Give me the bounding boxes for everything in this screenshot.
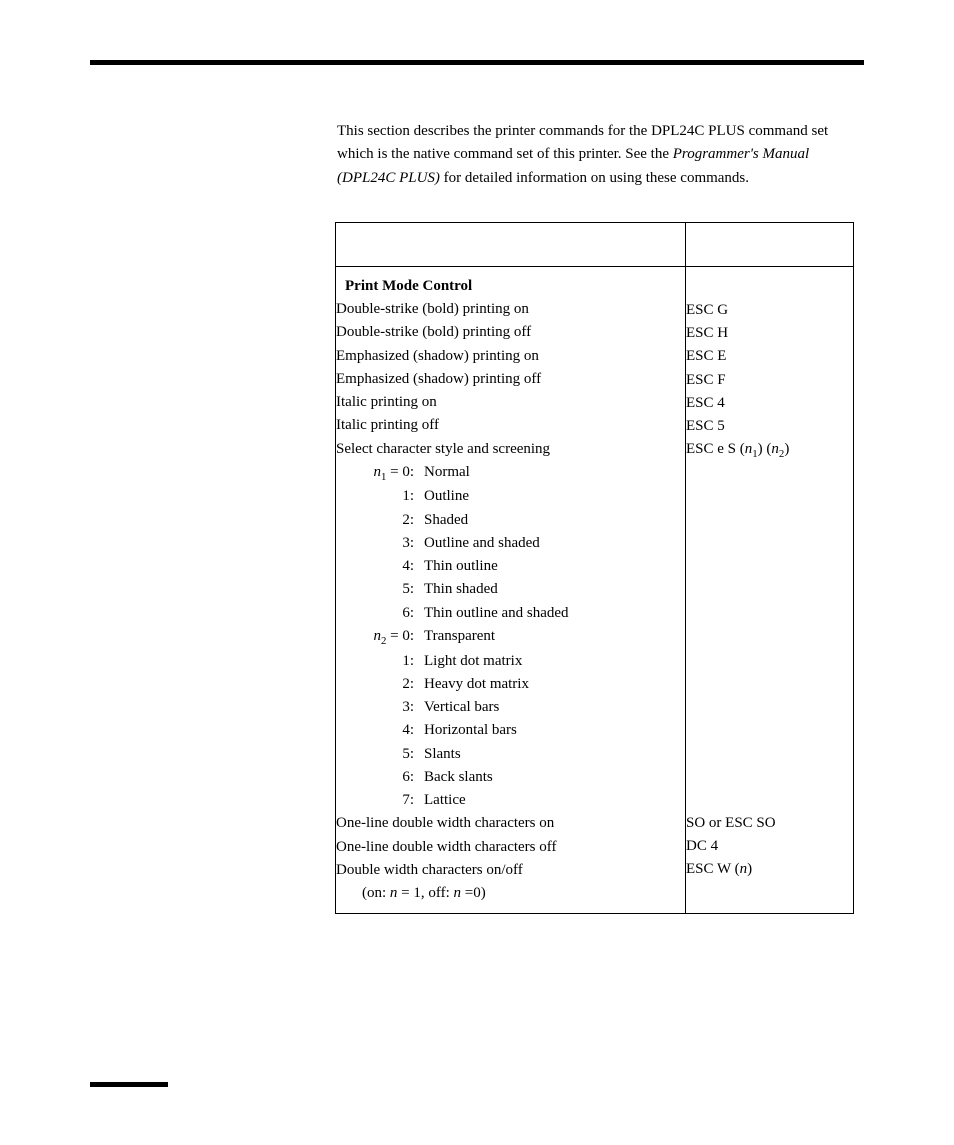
- spacer-line: [686, 765, 853, 788]
- param-row: 5:Slants: [336, 743, 685, 766]
- top-rule: [90, 60, 864, 65]
- table-row: ESC F: [686, 369, 853, 392]
- spacer-line: [686, 719, 853, 742]
- function-cell: Print Mode Control Double-strike (bold) …: [336, 266, 686, 914]
- spacer-line: [686, 602, 853, 625]
- spacer-line: [686, 579, 853, 602]
- spacer-line: [686, 626, 853, 649]
- spacer-line: [686, 533, 853, 556]
- dw-cmd: ESC W (n): [686, 858, 853, 881]
- style-cmd-mid: ) (: [758, 441, 772, 457]
- bottom-rule: [90, 1082, 168, 1087]
- dw-cmd-n: n: [740, 861, 748, 877]
- param-row: 3:Vertical bars: [336, 696, 685, 719]
- table-header-func: [336, 222, 686, 266]
- param-row: 6:Back slants: [336, 766, 685, 789]
- command-cell: ESC GESC HESC EESC FESC 4ESC 5 ESC e S (…: [686, 266, 854, 914]
- table-row: ESC 5: [686, 415, 853, 438]
- dw-cmd-prefix: ESC W (: [686, 861, 740, 877]
- param-row: n1 = 0:Normal: [336, 461, 685, 486]
- table-row: Emphasized (shadow) printing off: [336, 368, 685, 391]
- table-header-row: [336, 222, 854, 266]
- style-cmd-prefix: ESC e S (: [686, 441, 745, 457]
- param-row: 5:Thin shaded: [336, 578, 685, 601]
- table-row: One-line double width characters on: [336, 812, 685, 835]
- table-row: ESC H: [686, 322, 853, 345]
- table-row: ESC G: [686, 299, 853, 322]
- table-row: Italic printing on: [336, 391, 685, 414]
- param-row: 4:Thin outline: [336, 555, 685, 578]
- section-header: Print Mode Control: [336, 275, 685, 298]
- command-table: Print Mode Control Double-strike (bold) …: [335, 222, 854, 915]
- table-row: ESC E: [686, 345, 853, 368]
- intro-text-2: for detailed information on using these …: [440, 170, 749, 186]
- dw-note-c: =0): [461, 885, 486, 901]
- spacer-line: [686, 742, 853, 765]
- spacer-line: [686, 509, 853, 532]
- table-row: ESC 4: [686, 392, 853, 415]
- style-func: Select character style and screening: [336, 438, 685, 461]
- spacer-line: [686, 649, 853, 672]
- table-body-row: Print Mode Control Double-strike (bold) …: [336, 266, 854, 914]
- spacer-line: [686, 672, 853, 695]
- param-row: n2 = 0:Transparent: [336, 625, 685, 650]
- dw-note-a: (on:: [362, 885, 390, 901]
- style-cmd-suffix: ): [784, 441, 789, 457]
- param-row: 1:Outline: [336, 485, 685, 508]
- param-row: 1:Light dot matrix: [336, 650, 685, 673]
- dw-func: Double width characters on/off: [336, 859, 685, 882]
- dw-note-n2: n: [454, 885, 462, 901]
- table-row: SO or ESC SO: [686, 812, 853, 835]
- param-row: 3:Outline and shaded: [336, 532, 685, 555]
- table-row: Italic printing off: [336, 414, 685, 437]
- table-row: DC 4: [686, 835, 853, 858]
- dw-note-b: = 1, off:: [397, 885, 453, 901]
- spacer-line: [686, 556, 853, 579]
- table-row: One-line double width characters off: [336, 836, 685, 859]
- param-row: 6:Thin outline and shaded: [336, 602, 685, 625]
- param-row: 2:Heavy dot matrix: [336, 673, 685, 696]
- table-row: Double-strike (bold) printing off: [336, 321, 685, 344]
- style-cmd: ESC e S (n1) (n2): [686, 438, 853, 463]
- spacer-line: [686, 695, 853, 718]
- intro-paragraph: This section describes the printer comma…: [337, 120, 854, 190]
- table-row: Double-strike (bold) printing on: [336, 298, 685, 321]
- table-header-cmd: [686, 222, 854, 266]
- spacer-line: [686, 486, 853, 509]
- spacer-line: [686, 788, 853, 811]
- page: This section describes the printer comma…: [0, 0, 954, 1145]
- style-cmd-n2: n: [771, 441, 779, 457]
- spacer-line: [686, 463, 853, 486]
- param-row: 4:Horizontal bars: [336, 719, 685, 742]
- table-row: Emphasized (shadow) printing on: [336, 345, 685, 368]
- dw-note: (on: n = 1, off: n =0): [336, 882, 685, 905]
- param-row: 7:Lattice: [336, 789, 685, 812]
- param-row: 2:Shaded: [336, 509, 685, 532]
- dw-cmd-suffix: ): [747, 861, 752, 877]
